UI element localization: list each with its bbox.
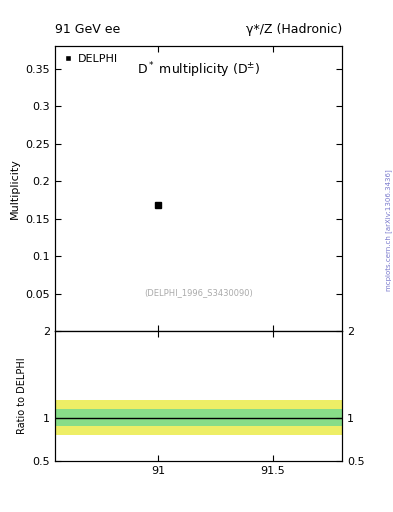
- Y-axis label: Ratio to DELPHI: Ratio to DELPHI: [17, 358, 27, 434]
- Text: D$^*$ multiplicity ($\mathregular{D^{\pm}}$): D$^*$ multiplicity ($\mathregular{D^{\pm…: [137, 60, 260, 80]
- Text: mcplots.cern.ch [arXiv:1306.3436]: mcplots.cern.ch [arXiv:1306.3436]: [386, 169, 392, 291]
- Text: (DELPHI_1996_S3430090): (DELPHI_1996_S3430090): [144, 288, 253, 297]
- Text: 91 GeV ee: 91 GeV ee: [55, 23, 120, 36]
- Y-axis label: Multiplicity: Multiplicity: [10, 158, 20, 219]
- Text: γ*/Z (Hadronic): γ*/Z (Hadronic): [246, 23, 342, 36]
- Legend: DELPHI: DELPHI: [61, 52, 121, 66]
